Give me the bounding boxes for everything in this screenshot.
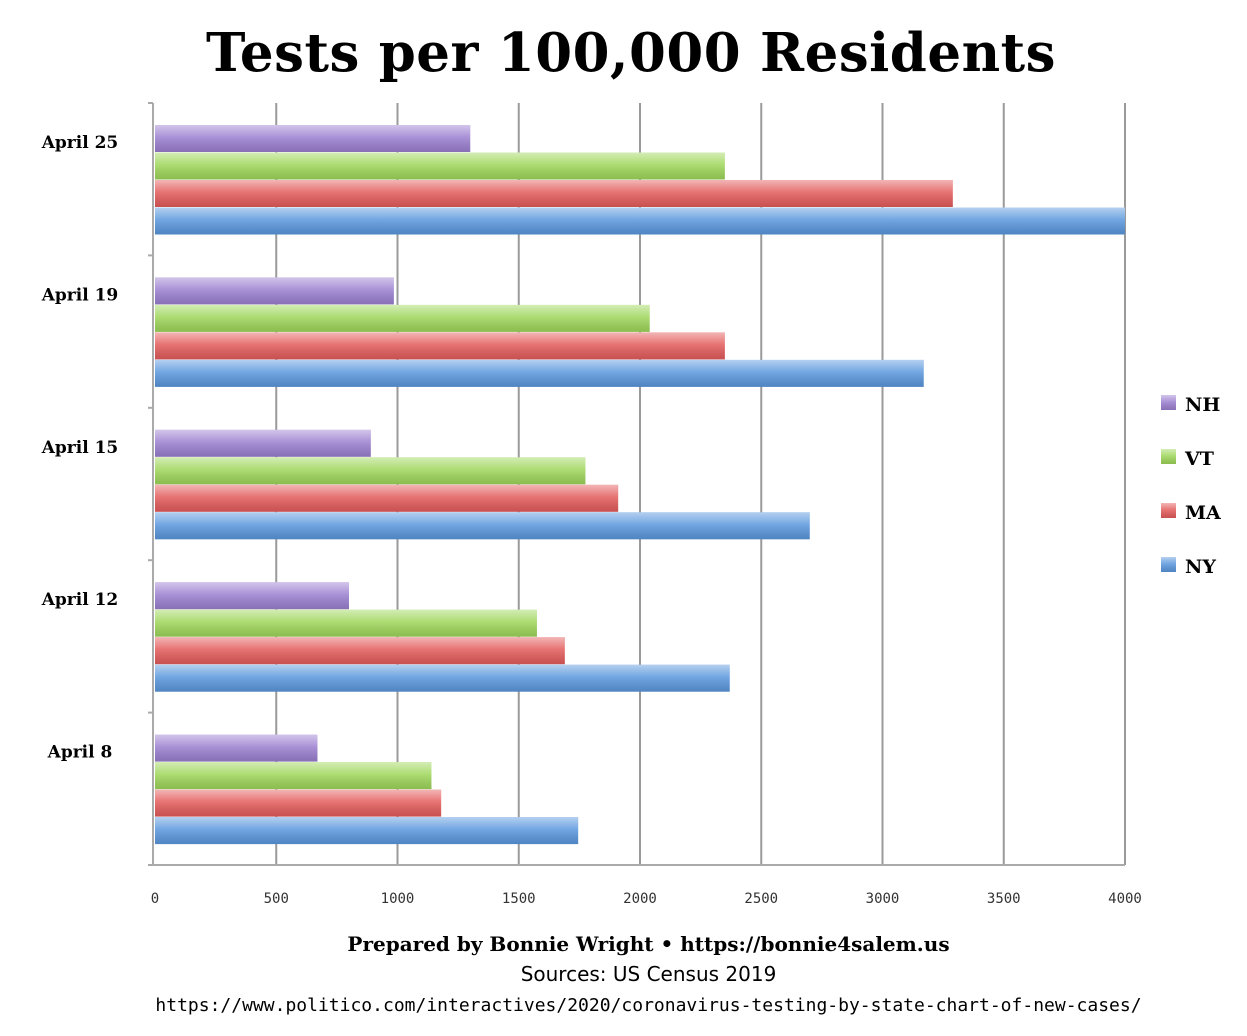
bar-shade xyxy=(155,734,318,762)
bar-shade xyxy=(155,609,537,637)
bar-ny xyxy=(155,207,1125,235)
category-label: April 12 xyxy=(41,590,119,610)
bar-nh xyxy=(155,582,349,610)
bar-shade xyxy=(155,637,565,665)
bar-ny xyxy=(155,817,579,845)
legend-label: VT xyxy=(1184,448,1214,470)
category-label: April 15 xyxy=(41,438,119,458)
bar-shade xyxy=(155,359,924,387)
x-tick-label: 2500 xyxy=(744,891,778,907)
category-label: April 19 xyxy=(41,285,119,305)
bar-shade xyxy=(155,664,730,692)
bar-ny xyxy=(155,359,924,387)
bar-vt xyxy=(155,762,432,790)
legend-item-nh: NH xyxy=(1161,394,1220,416)
legend-swatch-shade xyxy=(1161,449,1176,464)
footer-source-url[interactable]: https://www.politico.com/interactives/20… xyxy=(155,995,1142,1016)
legend-item-vt: VT xyxy=(1161,448,1214,470)
bar-shade xyxy=(155,304,650,332)
x-tick-label: 1500 xyxy=(502,891,536,907)
legend-swatch-shade xyxy=(1161,395,1176,410)
bar-vt xyxy=(155,304,650,332)
bar-ny xyxy=(155,664,730,692)
bar-vt xyxy=(155,457,586,485)
bar-shade xyxy=(155,180,953,207)
legend-label: NH xyxy=(1185,394,1220,416)
bar-ma xyxy=(155,789,442,817)
bar-shade xyxy=(155,207,1125,235)
bar-shade xyxy=(155,429,371,457)
bar-shade xyxy=(155,512,810,540)
bar-nh xyxy=(155,125,471,152)
x-tick-label: 0 xyxy=(151,891,159,907)
category-label: April 8 xyxy=(47,743,113,763)
bar-shade xyxy=(155,125,471,152)
x-tick-label: 3500 xyxy=(987,891,1021,907)
x-tick-label: 1000 xyxy=(381,891,415,907)
x-tick-label: 2000 xyxy=(623,891,657,907)
bar-chart: 0 500 1000 1500 2000 2500 3000 3500 4000 April 25… xyxy=(41,102,1221,907)
legend-swatch-shade xyxy=(1161,503,1176,518)
bar-nh xyxy=(155,734,318,762)
bar-ma xyxy=(155,332,725,360)
bar-shade xyxy=(155,762,432,790)
legend-label: MA xyxy=(1185,502,1221,524)
bar-shade xyxy=(155,582,349,610)
x-tick-label: 4000 xyxy=(1108,891,1142,907)
bar-shade xyxy=(155,152,725,180)
bar-ma xyxy=(155,637,565,665)
category-label: April 25 xyxy=(41,133,119,153)
bar-vt xyxy=(155,609,537,637)
bar-shade xyxy=(155,789,442,817)
chart-title: Tests per 100,000 Residents xyxy=(206,22,1056,84)
bar-ma xyxy=(155,180,953,207)
legend-label: NY xyxy=(1185,556,1216,578)
bar-vt xyxy=(155,152,725,180)
legend-swatch-shade xyxy=(1161,557,1176,572)
bar-nh xyxy=(155,429,371,457)
footer-sources: Sources: US Census 2019 xyxy=(520,962,777,986)
legend-item-ny: NY xyxy=(1161,556,1216,578)
bar-ny xyxy=(155,512,810,540)
legend-item-ma: MA xyxy=(1161,502,1221,524)
x-tick-label: 3000 xyxy=(866,891,900,907)
bar-nh xyxy=(155,277,394,305)
bar-shade xyxy=(155,332,725,360)
footer-prepared-by: Prepared by Bonnie Wright • https://bonn… xyxy=(347,932,950,956)
bar-shade xyxy=(155,457,586,485)
bar-shade xyxy=(155,817,579,845)
bar-shade xyxy=(155,277,394,305)
bar-ma xyxy=(155,484,619,512)
x-tick-label: 500 xyxy=(264,891,289,907)
bar-shade xyxy=(155,484,619,512)
